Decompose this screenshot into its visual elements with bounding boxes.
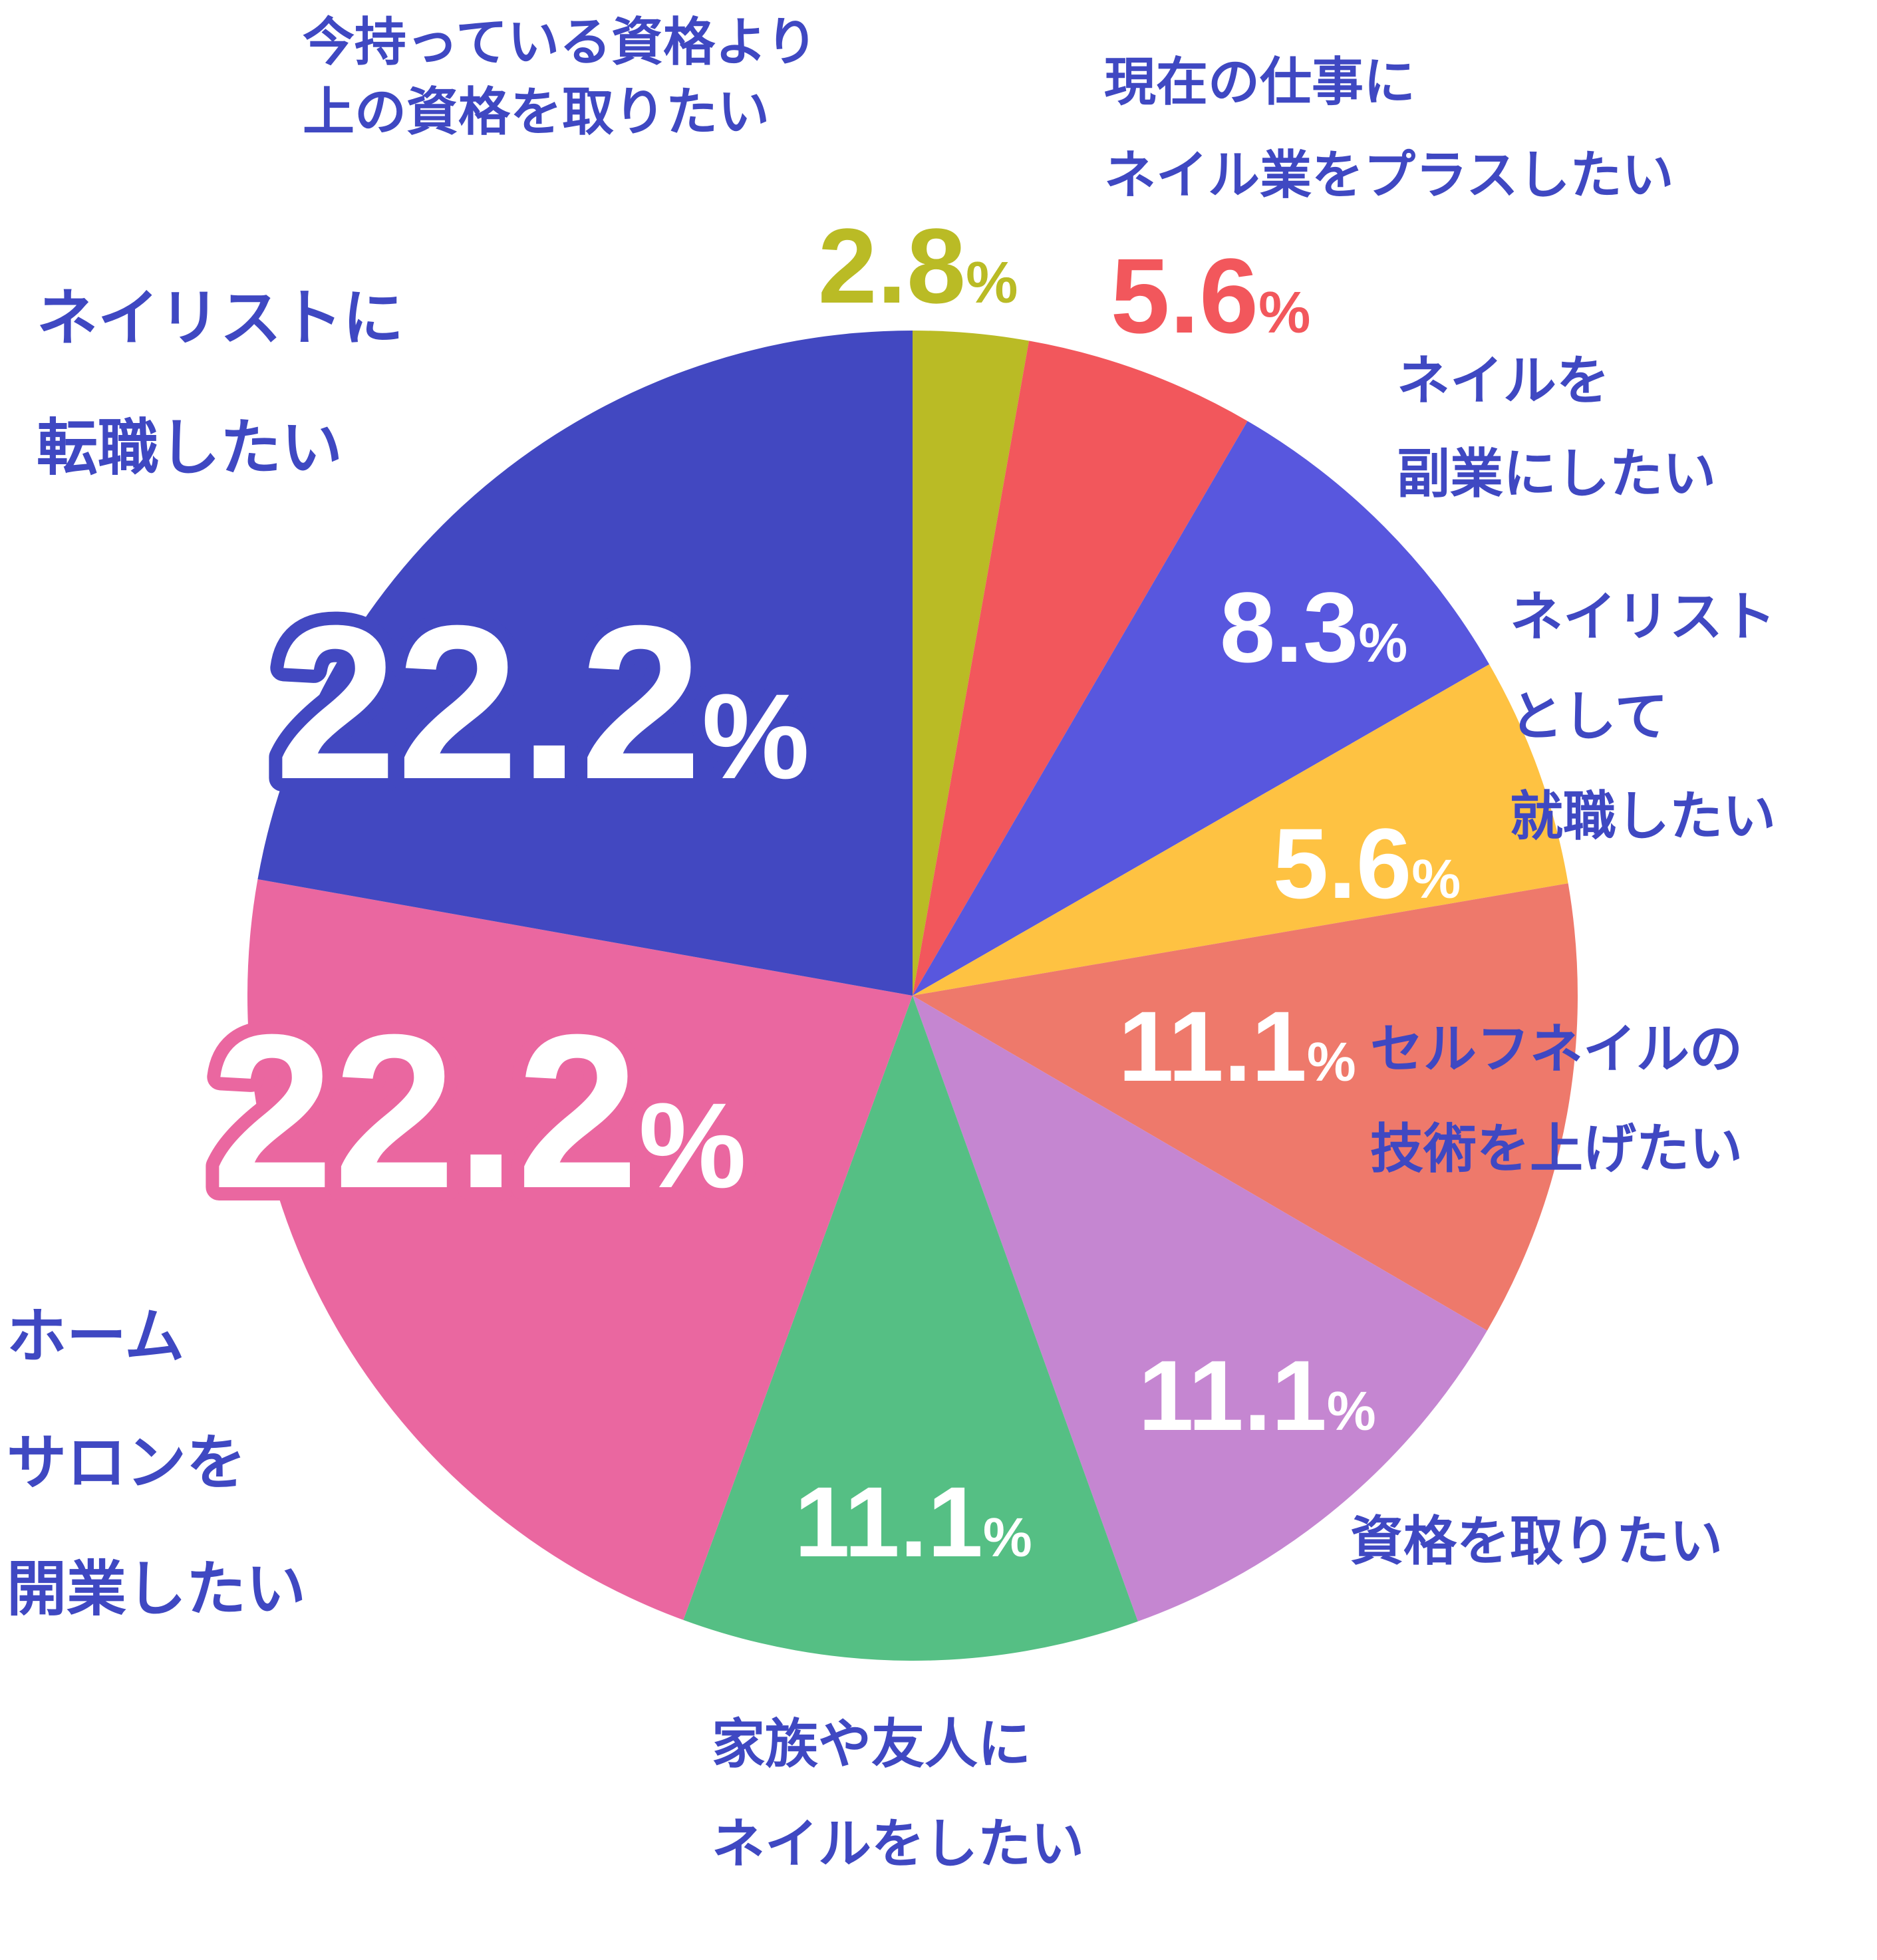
percent-label-9: 22.2% [275,579,809,825]
percent-label-2: 5.6% [1111,236,1311,355]
percent-label-8: 22.2% [212,988,746,1234]
category-labels: 今持っている資格より上の資格を取りたい 現在の仕事にネイル業をプラスしたいネイルを… [7,13,1776,1875]
pie-slice-4 [913,664,1568,996]
pie-slice-7 [683,996,1138,1661]
pie-slice-2 [913,341,1248,996]
category-label-6: 資格を取りたい [1350,1510,1723,1572]
category-label-3: ネイルを副業にしたい [1397,350,1716,505]
category-label-5: セルフネイルの技術を上げたい [1370,1018,1743,1180]
category-label-1: 今持っている資格より上の資格を取りたい [303,13,818,142]
percent-label-3: 8.3% [1220,571,1407,683]
percent-label-6: 11.1% [1138,1339,1375,1451]
category-label-4: ネイリストとして就職したい [1510,586,1776,847]
percent-label-7: 11.1% [794,1466,1032,1578]
percent-label-1: 2.8% [818,206,1018,325]
category-label-8: ホームサロンを開業したい [7,1302,306,1624]
percent-labels: 2.8% 5.6% 8.3% 5.6% 11.1% 11.1% 11.1% 22.2% 22.2… [198,206,1461,1578]
pie-slice-3 [913,421,1490,996]
pie-slices [247,331,1578,1661]
pie-slice-1 [913,331,1030,996]
percent-label-4: 5.6% [1273,807,1461,919]
pie-slice-6 [913,996,1487,1621]
category-label-9: ネイリストに転職したい [37,283,404,484]
pie-slice-5 [913,883,1578,1331]
category-label-2: 現在の仕事にネイル業をプラスしたい [1104,53,1673,206]
category-label-7: 家族や友人にネイルをしたい [712,1713,1084,1875]
pie-slice-8 [247,879,913,1620]
percent-label-5: 11.1% [1118,990,1356,1102]
pie-slice-9 [257,331,913,996]
